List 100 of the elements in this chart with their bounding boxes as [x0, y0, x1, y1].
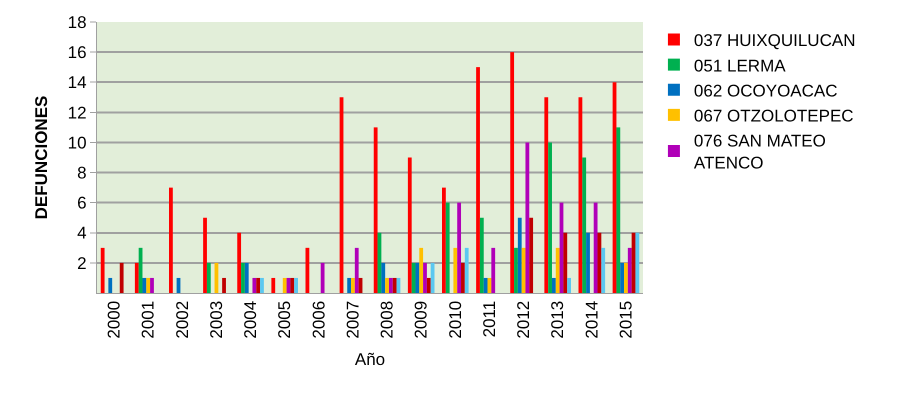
bar [476, 67, 480, 293]
bar [392, 278, 397, 293]
x-tick-label: 2006 [309, 300, 328, 339]
bar [260, 278, 264, 293]
bar [241, 262, 245, 293]
y-tick-label: 12 [68, 103, 87, 122]
x-tick-label: 2001 [138, 300, 158, 339]
bar [423, 262, 427, 293]
bar [108, 278, 112, 293]
x-tick-label: 2009 [412, 300, 431, 339]
bar [252, 278, 256, 293]
bar [415, 262, 420, 293]
bar [525, 142, 530, 293]
bar [374, 127, 378, 293]
y-tick-label: 2 [77, 254, 87, 273]
bar [381, 262, 386, 293]
bar [120, 262, 124, 293]
bar [578, 97, 582, 293]
bar [529, 218, 534, 293]
bar [601, 248, 606, 293]
bar [419, 248, 424, 293]
bar [290, 278, 294, 293]
bar [134, 262, 139, 293]
bar [142, 278, 146, 293]
bar [351, 278, 355, 293]
bar [271, 278, 276, 293]
x-tick-label: 2007 [343, 300, 362, 339]
bar [632, 232, 636, 293]
bar [635, 232, 640, 293]
bar [620, 262, 624, 293]
bar [320, 262, 325, 293]
bar [628, 248, 632, 293]
bar [544, 97, 548, 293]
bar [146, 278, 150, 293]
x-tick-label: 2010 [446, 300, 465, 339]
bar [442, 188, 446, 293]
bar [518, 218, 522, 293]
x-tick-label: 2008 [378, 300, 397, 339]
bar [491, 248, 496, 293]
x-tick-label: 2013 [548, 300, 568, 339]
bar [340, 97, 344, 293]
bar [256, 278, 260, 293]
y-tick-label: 10 [68, 133, 87, 152]
bar [430, 262, 434, 293]
bar [222, 278, 226, 293]
bar [457, 202, 462, 293]
bar [560, 202, 564, 293]
bar [347, 278, 352, 293]
bar [426, 278, 431, 293]
bar [582, 158, 586, 293]
legend-label: 062 OCOYOACAC [694, 81, 838, 100]
bar [594, 202, 598, 293]
bar [548, 142, 552, 293]
bar [282, 278, 287, 293]
bar [354, 248, 359, 293]
bar [453, 248, 458, 293]
bar [396, 278, 400, 293]
x-tick-label: 2012 [514, 300, 534, 339]
bar [616, 127, 620, 293]
bar [294, 278, 298, 293]
bar [412, 262, 416, 293]
bar [176, 278, 180, 293]
x-tick-label: 2005 [275, 300, 294, 339]
bar [514, 248, 518, 293]
bar [484, 278, 488, 293]
y-tick-label: 14 [68, 73, 87, 92]
bar [169, 188, 173, 293]
x-tick-label: 2011 [480, 300, 499, 338]
x-tick-label: 2000 [104, 300, 124, 339]
x-axis-title: Año [354, 350, 386, 370]
bar [388, 278, 393, 293]
y-axis-title: DEFUNCIONES [32, 96, 52, 220]
bar [244, 262, 249, 293]
bar [214, 262, 218, 293]
legend-label: 051 LERMA [694, 56, 786, 76]
legend-label: 067 OTZOLOTEPEC [694, 106, 854, 126]
x-tick-label: 2015 [616, 300, 636, 339]
bar [612, 82, 616, 293]
bar [378, 232, 382, 293]
bar [488, 278, 492, 293]
bar [556, 248, 560, 293]
bar [306, 248, 310, 293]
bar [206, 262, 211, 293]
bar [624, 262, 628, 293]
bar [552, 278, 556, 293]
bar [461, 262, 465, 293]
y-tick-label: 16 [68, 43, 87, 62]
bar [446, 202, 450, 293]
bar [237, 232, 242, 293]
bar [203, 218, 207, 293]
bar [150, 278, 154, 293]
bar [385, 278, 389, 293]
bar [286, 278, 290, 293]
legend-label: 076 SAN MATEO ATENCO [694, 132, 826, 173]
bar [464, 248, 469, 293]
bar [563, 232, 568, 293]
bar [408, 158, 412, 293]
bar [522, 248, 526, 293]
bar [598, 232, 602, 293]
bar [510, 52, 514, 293]
